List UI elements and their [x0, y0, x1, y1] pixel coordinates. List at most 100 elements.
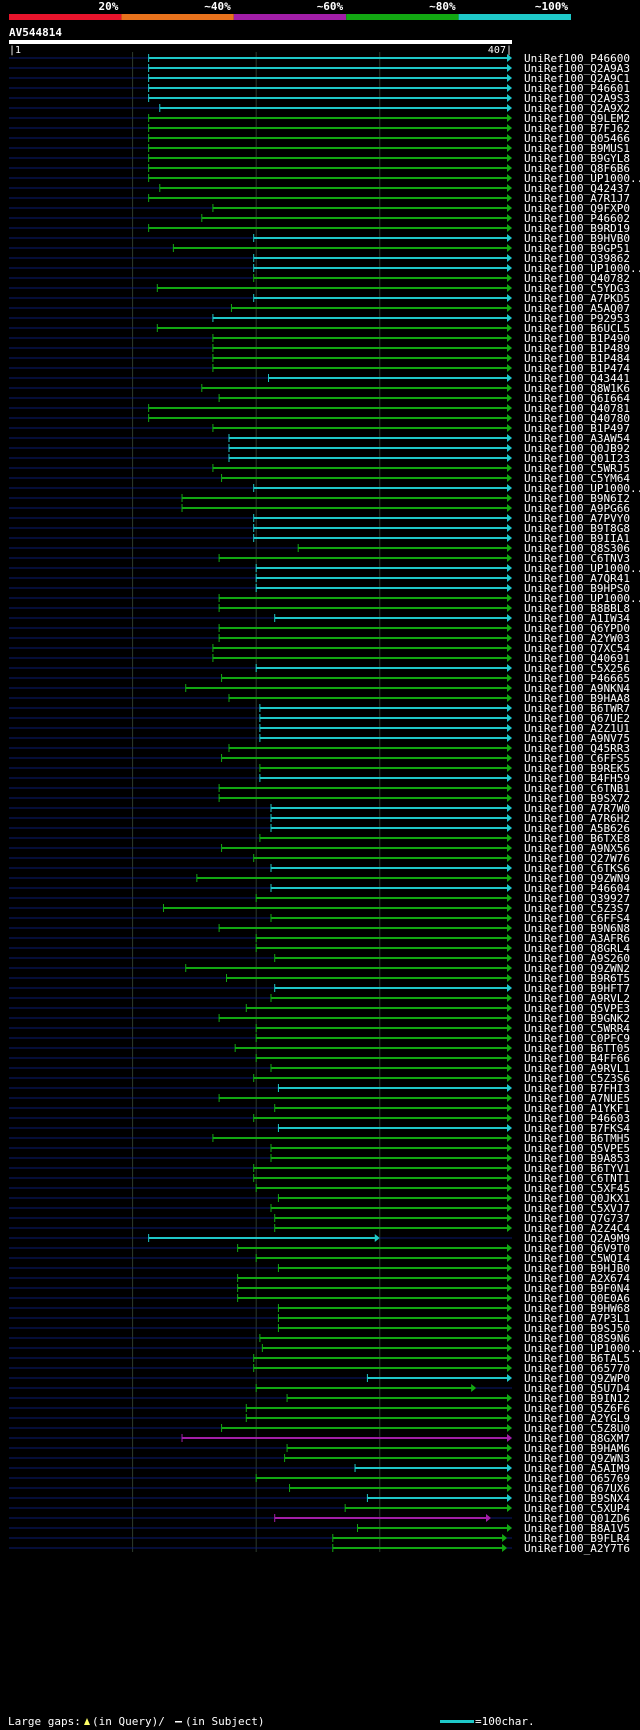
hit-row[interactable]: UniRef100_A7R1J7: [9, 192, 630, 205]
hit-label[interactable]: UniRef100_Q9ZWN2: [524, 962, 630, 975]
hit-row[interactable]: UniRef100_A2X674: [9, 1272, 630, 1285]
hit-label[interactable]: UniRef100_A7R7W0: [524, 802, 630, 815]
hit-label[interactable]: UniRef100_B6TYV1: [524, 1162, 630, 1175]
hit-label[interactable]: UniRef100_Q6YPD0: [524, 622, 630, 635]
hit-row[interactable]: UniRef100_Q2A9M9: [9, 1232, 630, 1245]
hit-row[interactable]: UniRef100_Q9FXP0: [9, 202, 630, 215]
hit-row[interactable]: UniRef100_C6FFS5: [9, 752, 630, 765]
hit-row[interactable]: UniRef100_A7NUE5: [9, 1092, 630, 1105]
hit-label[interactable]: UniRef100_C0PFC9: [524, 1032, 630, 1045]
hit-label[interactable]: UniRef100_B1P489: [524, 342, 630, 355]
hit-row[interactable]: UniRef100_B9N6N8: [9, 922, 630, 935]
hit-row[interactable]: UniRef100_A9PG66: [9, 502, 630, 515]
hit-label[interactable]: UniRef100_B9MUS1: [524, 142, 630, 155]
hit-row[interactable]: UniRef100_B4FH59: [9, 772, 630, 785]
hit-row[interactable]: UniRef100_A7P3L1: [9, 1312, 630, 1325]
hit-row[interactable]: UniRef100_Q2A9X2: [9, 102, 630, 115]
hit-row[interactable]: UniRef100_P46665: [9, 672, 630, 685]
hit-label[interactable]: UniRef100_Q43441: [524, 372, 630, 385]
hit-label[interactable]: UniRef100_Q8GXM7: [524, 1432, 630, 1445]
hit-row[interactable]: UniRef100_C5Z3S6: [9, 1072, 630, 1085]
hit-row[interactable]: UniRef100_Q5VPE3: [9, 1002, 630, 1015]
hit-row[interactable]: UniRef100_B7FKS4: [9, 1122, 630, 1135]
hit-row[interactable]: UniRef100_UP1000..: [9, 262, 640, 275]
hit-label[interactable]: UniRef100_Q5VPE3: [524, 1002, 630, 1015]
hit-label[interactable]: UniRef100_C5Z3S7: [524, 902, 630, 915]
hit-row[interactable]: UniRef100_C5Z8U0: [9, 1422, 630, 1435]
hit-row[interactable]: UniRef100_Q01I23: [9, 452, 630, 465]
hit-label[interactable]: UniRef100_A3AFR6: [524, 932, 630, 945]
hit-row[interactable]: UniRef100_B9MUS1: [9, 142, 630, 155]
hit-row[interactable]: UniRef100_B4FF66: [9, 1052, 630, 1065]
hit-label[interactable]: UniRef100_C6TNT1: [524, 1172, 630, 1185]
hit-row[interactable]: UniRef100_C6TNV3: [9, 552, 630, 565]
hit-row[interactable]: UniRef100_Q9ZWN3: [9, 1452, 630, 1465]
hit-row[interactable]: UniRef100_B9REK5: [9, 762, 630, 775]
hit-label[interactable]: UniRef100_B7FHI3: [524, 1082, 630, 1095]
hit-label[interactable]: UniRef100_B1P490: [524, 332, 630, 345]
hit-label[interactable]: UniRef100_B9SNX4: [524, 1492, 630, 1505]
hit-row[interactable]: UniRef100_Q40781: [9, 402, 630, 415]
hit-row[interactable]: UniRef100_B7FHI3: [9, 1082, 630, 1095]
hit-row[interactable]: UniRef100_A5B626: [9, 822, 630, 835]
hit-row[interactable]: UniRef100_Q9ZWN9: [9, 872, 630, 885]
hit-label[interactable]: UniRef100_Q27W76: [524, 852, 630, 865]
hit-row[interactable]: UniRef100_B9IIA1: [9, 532, 630, 545]
hit-label[interactable]: UniRef100_Q9ZWP0: [524, 1372, 630, 1385]
hit-row[interactable]: UniRef100_Q8S306: [9, 542, 630, 555]
hit-row[interactable]: UniRef100_B9FLR4: [9, 1532, 630, 1545]
hit-label[interactable]: UniRef100_Q0E0A6: [524, 1292, 630, 1305]
hit-row[interactable]: UniRef100_C5XF45: [9, 1182, 630, 1195]
hit-row[interactable]: UniRef100_C6TKS6: [9, 862, 630, 875]
hit-row[interactable]: UniRef100_A9RVL1: [9, 1062, 630, 1075]
hit-label[interactable]: UniRef100_B9GNK2: [524, 1012, 630, 1025]
hit-label[interactable]: UniRef100_Q6I664: [524, 392, 630, 405]
hit-label[interactable]: UniRef100_A7R6H2: [524, 812, 630, 825]
hit-row[interactable]: UniRef100_B7FJ62: [9, 122, 630, 135]
hit-label[interactable]: UniRef100_Q6V9T0: [524, 1242, 630, 1255]
hit-label[interactable]: UniRef100_C5XF45: [524, 1182, 630, 1195]
hit-row[interactable]: UniRef100_B9RD19: [9, 222, 630, 235]
hit-label[interactable]: UniRef100_A1IW34: [524, 612, 630, 625]
hit-row[interactable]: UniRef100_A9S260: [9, 952, 630, 965]
hit-row[interactable]: UniRef100_Q67UX6: [9, 1482, 630, 1495]
hit-label[interactable]: UniRef100_P46602: [524, 212, 630, 225]
hit-label[interactable]: UniRef100_UP1000..: [524, 1342, 640, 1355]
hit-row[interactable]: UniRef100_Q39927: [9, 892, 630, 905]
hit-label[interactable]: UniRef100_Q40781: [524, 402, 630, 415]
hit-label[interactable]: UniRef100_C5YM64: [524, 472, 630, 485]
hit-row[interactable]: UniRef100_B9R6T5: [9, 972, 630, 985]
hit-row[interactable]: UniRef100_C5WQI4: [9, 1252, 630, 1265]
hit-label[interactable]: UniRef100_Q5Z6F6: [524, 1402, 630, 1415]
hit-label[interactable]: UniRef100_C6TNB1: [524, 782, 630, 795]
hit-row[interactable]: UniRef100_C5YM64: [9, 472, 630, 485]
hit-label[interactable]: UniRef100_Q67UE2: [524, 712, 630, 725]
hit-row[interactable]: UniRef100_Q6YPD0: [9, 622, 630, 635]
hit-label[interactable]: UniRef100_P46600: [524, 52, 630, 65]
hit-row[interactable]: UniRef100_P46603: [9, 1112, 630, 1125]
hit-label[interactable]: UniRef100_B9HAM6: [524, 1442, 630, 1455]
hit-label[interactable]: UniRef100_Q05466: [524, 132, 630, 145]
hit-label[interactable]: UniRef100_B9F0N4: [524, 1282, 630, 1295]
hit-row[interactable]: UniRef100_Q42437: [9, 182, 630, 195]
hit-label[interactable]: UniRef100_Q8F6B6: [524, 162, 630, 175]
hit-label[interactable]: UniRef100_B9REK5: [524, 762, 630, 775]
hit-label[interactable]: UniRef100_B9SJ50: [524, 1322, 630, 1335]
hit-row[interactable]: UniRef100_Q5VPE5: [9, 1142, 630, 1155]
hit-label[interactable]: UniRef100_B9HPS0: [524, 582, 630, 595]
hit-row[interactable]: UniRef100_A5AIM9: [9, 1462, 630, 1475]
hit-label[interactable]: UniRef100_B1P474: [524, 362, 630, 375]
hit-label[interactable]: UniRef100_Q2A9A3: [524, 62, 630, 75]
hit-row[interactable]: UniRef100_Q6I664: [9, 392, 630, 405]
hit-row[interactable]: UniRef100_P46601: [9, 82, 630, 95]
hit-label[interactable]: UniRef100_UP1000..: [524, 482, 640, 495]
hit-row[interactable]: UniRef100_B9A853: [9, 1152, 630, 1165]
hit-row[interactable]: UniRef100_A7PVY0: [9, 512, 630, 525]
hit-label[interactable]: UniRef100_C5XVJ7: [524, 1202, 630, 1215]
hit-row[interactable]: UniRef100_B1P490: [9, 332, 630, 345]
hit-label[interactable]: UniRef100_A9NV75: [524, 732, 630, 745]
hit-label[interactable]: UniRef100_A1YKF1: [524, 1102, 630, 1115]
hit-row[interactable]: UniRef100_B6TXE8: [9, 832, 630, 845]
hit-label[interactable]: UniRef100_C5WRJ5: [524, 462, 630, 475]
hit-row[interactable]: UniRef100_C6TNB1: [9, 782, 630, 795]
